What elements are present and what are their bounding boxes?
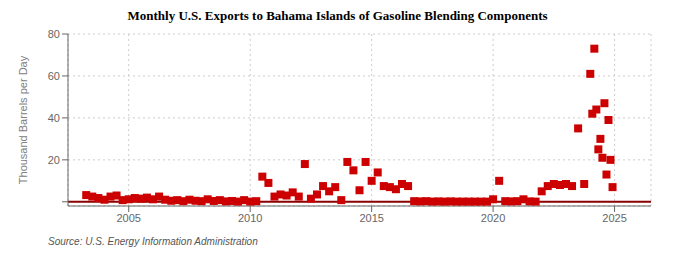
svg-text:60: 60 <box>48 70 60 82</box>
svg-text:2015: 2015 <box>359 212 383 224</box>
svg-text:2020: 2020 <box>481 212 505 224</box>
svg-text:80: 80 <box>48 28 60 40</box>
svg-text:2005: 2005 <box>116 212 140 224</box>
html-text:Source: U.S. Energy Informatio: Source: U.S. Energy Information Administ… <box>48 236 258 247</box>
svg-text:20: 20 <box>48 154 60 166</box>
svg-text:Thousand Barrels per Day: Thousand Barrels per Day <box>17 55 29 184</box>
svg-text:2010: 2010 <box>238 212 262 224</box>
svg-text:40: 40 <box>48 112 60 124</box>
html-text:Monthly U.S. Exports to Bahama: Monthly U.S. Exports to Bahama Islands o… <box>127 8 548 23</box>
svg-text:2025: 2025 <box>602 212 626 224</box>
